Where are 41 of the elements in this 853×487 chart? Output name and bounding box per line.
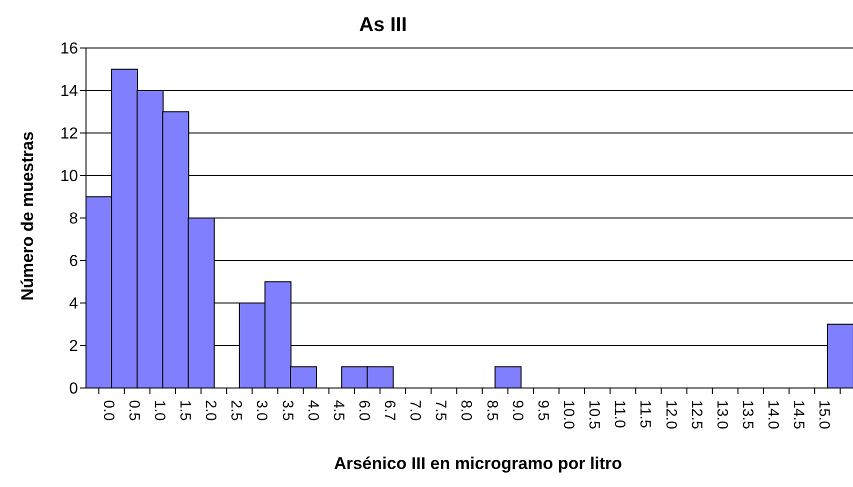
x-tick-label: 0.5: [125, 400, 142, 421]
x-tick-label: 12.5: [688, 400, 705, 430]
y-tick-label: 8: [69, 210, 78, 228]
y-tick-label: 4: [69, 296, 78, 313]
x-tick-label: 2.5: [228, 400, 245, 421]
x-tick-label: 15.0: [816, 400, 833, 430]
x-tick-label: 11.5: [636, 400, 654, 428]
x-tick-label: 10.0: [560, 400, 577, 430]
x-tick-label: 2.0: [202, 400, 220, 421]
x-tick-label: 8.0: [458, 400, 475, 421]
x-tick-label: 1.0: [150, 400, 168, 421]
x-tick-label: 4.0: [304, 400, 322, 421]
x-tick-label: 3.0: [253, 400, 270, 421]
y-tick-label: 0: [69, 380, 78, 398]
y-tick-label: 12: [60, 126, 78, 143]
x-axis-title: Arsénico III en microgramo por litro: [332, 454, 624, 474]
y-tick-label: 16: [60, 40, 78, 58]
x-tick-label: 6.7: [381, 400, 398, 421]
y-tick-label: 10: [60, 168, 78, 186]
x-tick-label: 7.5: [432, 400, 450, 421]
x-tick-label: 4.5: [330, 400, 347, 421]
y-tick-label: 14: [60, 83, 78, 100]
x-tick-label: 1.5: [176, 400, 194, 421]
x-tick-label: 0.0: [100, 400, 117, 421]
x-tick-label: 11.0: [611, 400, 628, 428]
y-axis-title: Número de muestras: [18, 131, 38, 301]
x-tick-label: 10.5: [586, 400, 603, 430]
x-tick-label: 14.0: [764, 400, 782, 430]
y-tick-label: 6: [69, 253, 78, 270]
x-tick-label: 3.5: [278, 400, 296, 421]
x-tick-label: 13.5: [738, 400, 756, 430]
x-tick-label: 9.5: [534, 400, 552, 421]
chart-title: As III: [358, 14, 408, 37]
x-tick-label: 9.0: [508, 400, 526, 421]
x-tick-label: 8.5: [483, 400, 500, 421]
x-tick-label: 14.5: [790, 400, 808, 430]
y-tick-label: 2: [69, 338, 78, 356]
x-tick-label: 12.0: [662, 400, 680, 430]
x-tick-label: 13.0: [713, 400, 730, 430]
x-tick-label: 7.0: [406, 400, 424, 421]
x-tick-label: 6.0: [355, 400, 372, 421]
